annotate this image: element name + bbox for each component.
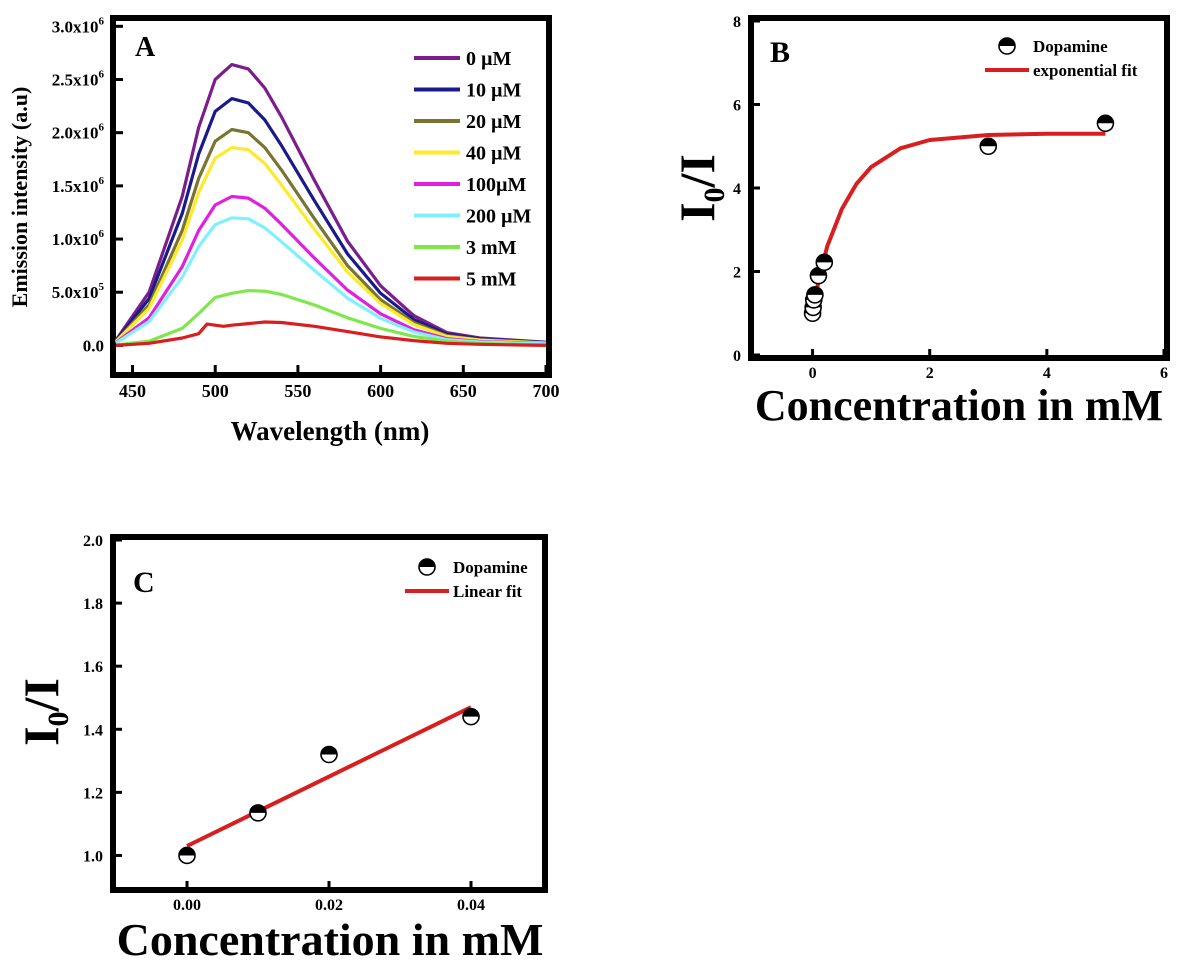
panel-b-xlabel: Concentration in mM	[755, 381, 1163, 430]
panel-c-xtick-label: 0.00	[173, 897, 201, 914]
panel-a-ytick-label: 3.0x106	[52, 15, 105, 36]
panel-a-legend-label: 0 µM	[466, 48, 512, 70]
panel-a-ytick-label: 5.0x105	[52, 281, 105, 302]
panel-b-ytick-label: 8	[733, 14, 741, 31]
panel-b-ytick-label: 0	[733, 348, 741, 365]
panel-c-fit-line	[186, 705, 472, 848]
panel-c-ylabel: I0/I	[13, 678, 75, 746]
panel-c-ytick-label: 1.4	[83, 722, 103, 739]
panel-a-xtick-label: 550	[284, 381, 311, 401]
panel-c-frame	[110, 534, 548, 893]
panel-b-ytick-label: 4	[733, 181, 741, 198]
panel-b-ytick-label: 6	[733, 98, 741, 115]
panel-c-legend-label: Dopamine	[453, 558, 528, 577]
panel-a-series-line	[114, 62, 547, 344]
panel-b-plot-area: 0 2 4 6 0 2 4 6 8	[733, 14, 1168, 382]
panel-a-legend-label: 40 µM	[466, 143, 522, 165]
panel-c-ytick-label: 1.6	[83, 659, 103, 676]
panel-c-data-point	[320, 745, 338, 764]
panel-a-legend-label: 3 mM	[466, 237, 517, 259]
panel-b-data-point-fill	[1097, 115, 1114, 124]
panel-c-data-point	[462, 707, 480, 726]
panel-a-series-line	[115, 320, 547, 347]
panel-a-ytick-label: 2.5x106	[52, 69, 105, 90]
panel-b-xtick-label: 6	[1160, 365, 1168, 382]
panel-b-frame	[748, 15, 1170, 361]
panel-b-label: B	[770, 36, 790, 69]
panel-a-legend-label: 200 µM	[466, 206, 532, 228]
panel-c-xlabel: Concentration in mM	[117, 914, 544, 962]
panel-a-series-line	[115, 289, 547, 347]
panel-c-legend-label: Linear fit	[453, 582, 522, 601]
panel-a-ylabel: Emission intensity (a.u)	[7, 87, 32, 308]
panel-b-data-point-fill	[806, 286, 823, 295]
panel-c-data-point	[249, 804, 267, 822]
panel-b-data-point-fill	[816, 254, 833, 263]
panel-a-ytick-label: 1.0x106	[52, 228, 105, 249]
panel-b-xtick-label: 2	[926, 365, 934, 382]
panel-a-legend: 0 µM 10 µM 20 µM 40 µM 100µM 200 µM 3 mM 5 mM	[414, 48, 532, 291]
panel-a-xtick-label: 450	[119, 381, 146, 401]
panel-b-data-point	[815, 253, 834, 272]
panel-a-plot-area: 450 500 550 600 650 700 0.0 5.0x105 1.0x106 1.5x1…	[52, 15, 560, 401]
panel-c-xtick-label: 0.04	[457, 897, 485, 914]
panel-a-label: A	[135, 32, 156, 63]
panel-a-xtick-label: 500	[202, 381, 229, 401]
panel-c-ytick-label: 1.0	[83, 848, 103, 865]
panel-c-xtick-label: 0.02	[315, 897, 343, 914]
panel-c-legend-marker-fill	[419, 559, 435, 567]
panel-b-legend-label: Dopamine	[1033, 37, 1108, 56]
panel-a-ytick-label: 1.5x106	[52, 175, 105, 196]
panel-a-legend-label: 100µM	[466, 174, 527, 196]
panel-a-ytick-label: 0.0	[83, 336, 104, 355]
panel-b-data-point	[1096, 114, 1115, 133]
panel-c-ytick-label: 2.0	[83, 533, 103, 550]
panel-c-data-point-fill	[250, 804, 266, 813]
panel-b-fit-line	[810, 131, 1106, 310]
panel-a-legend-label: 5 mM	[466, 269, 517, 291]
panel-b-legend-marker	[998, 37, 1016, 55]
panel-c-data-point	[178, 846, 196, 865]
panel-a-xlabel: Wavelength (nm)	[231, 416, 430, 446]
panel-b-legend: Dopamine exponential fit	[985, 37, 1138, 80]
panel-c-label: C	[133, 566, 155, 599]
panel-c-legend: Dopamine Linear fit	[405, 558, 528, 601]
panel-a-legend-label: 10 µM	[466, 80, 522, 102]
panel-a: A 450 500 550 600 650 700 0.0 5.0x105 1.0x106 1.5…	[7, 15, 560, 446]
panel-c-ytick-label: 1.2	[83, 785, 103, 802]
panel-b-xtick-label: 0	[809, 365, 817, 382]
panel-c-legend-marker	[418, 558, 436, 576]
panel-b-data-point	[979, 137, 998, 156]
panel-a-series-line	[114, 146, 547, 345]
panel-a-xtick-label: 600	[367, 381, 394, 401]
panel-b-ytick-label: 2	[733, 265, 741, 282]
panel-b-legend-marker-fill	[999, 38, 1015, 46]
panel-b-ylabel: I0/I	[669, 154, 731, 222]
panel-b: B 0 2 4 6 0 2 4 6 8 Dopamine exponential fit Conc…	[669, 14, 1170, 430]
panel-c-plot-area: 0.00 0.02 0.04 1.0 1.2 1.4 1.6 1.8 2.0	[83, 533, 485, 914]
panel-c-data-point-fill	[321, 746, 337, 755]
panel-c-data-point-fill	[463, 708, 479, 717]
panel-c-data-point-fill	[179, 847, 195, 856]
panel-b-xtick-label: 4	[1043, 365, 1051, 382]
panel-a-ytick-label: 2.0x106	[52, 122, 105, 143]
panel-b-legend-label: exponential fit	[1033, 61, 1138, 80]
panel-a-xtick-label: 650	[450, 381, 477, 401]
panel-c-ytick-label: 1.8	[83, 596, 103, 613]
panel-a-legend-label: 20 µM	[466, 111, 522, 133]
panel-a-frame	[110, 15, 552, 378]
panel-b-data-point-fill	[980, 138, 997, 147]
panel-b-data-point	[806, 286, 824, 304]
panel-a-xtick-label: 700	[533, 381, 560, 401]
panel-c: C 0.00 0.02 0.04 1.0 1.2 1.4 1.6 1.8 2.0 Dopamin…	[13, 533, 548, 962]
